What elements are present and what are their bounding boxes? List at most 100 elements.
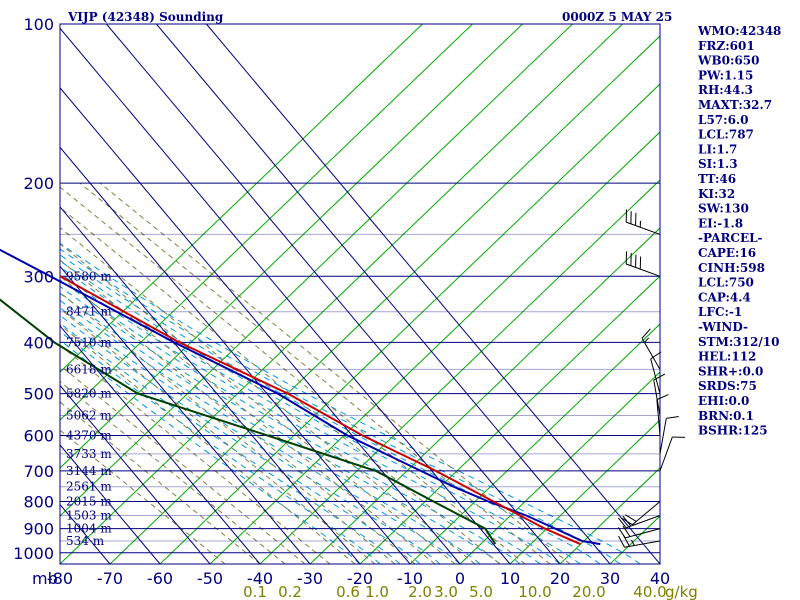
- pressure-unit-label: mb: [32, 569, 58, 588]
- temperature-tick-label: 0: [455, 569, 465, 588]
- isotherm-line: [60, 265, 311, 564]
- temperature-profile-line: [0, 248, 601, 546]
- height-label: 2561 m: [66, 480, 112, 494]
- mixing-ratio-line: [60, 364, 306, 564]
- wind-barb: [641, 328, 661, 370]
- mixing-ratio-label: 1.0: [365, 583, 389, 600]
- mixing-ratio-line: [60, 344, 331, 564]
- height-label: 3144 m: [66, 464, 112, 478]
- index-line: RH:44.3: [698, 83, 753, 97]
- dry-adiabat-line: [60, 24, 424, 373]
- wind-barb-staff: [626, 263, 661, 277]
- index-line: MAXT:32.7: [698, 98, 772, 112]
- index-line: PW:1.15: [698, 68, 753, 82]
- wind-barbs: [617, 209, 685, 548]
- dry-adiabat-line: [259, 179, 660, 564]
- isotherm-line: [60, 325, 261, 564]
- wind-barb-staff: [656, 399, 661, 436]
- wind-barb-flag: [666, 416, 679, 419]
- wind-barb-flag: [618, 535, 625, 548]
- dry-adiabat-line: [60, 24, 574, 517]
- isotherm-line: [60, 27, 511, 564]
- wind-barb-flag: [625, 514, 637, 522]
- index-line: LI:1.7: [698, 142, 737, 156]
- isotherm-line: [156, 24, 611, 564]
- wind-barb-staff: [659, 418, 667, 454]
- height-label: 1004 m: [66, 522, 112, 536]
- mixing-ratio-label: 0.1: [243, 583, 267, 600]
- index-line: STM:312/10: [698, 335, 779, 349]
- grid-clipped: [0, 24, 660, 564]
- isotherm-line: [60, 563, 61, 564]
- dry-adiabat-line: [60, 24, 624, 564]
- index-line: -PARCEL-: [698, 231, 763, 245]
- wind-barb-flag: [650, 351, 662, 360]
- mixing-ratio-line: [60, 324, 356, 564]
- wind-barb-flag: [617, 517, 627, 529]
- height-label: 5062 m: [66, 409, 112, 423]
- wind-barb-flag: [656, 394, 669, 401]
- parcel-profile-line: [59, 275, 581, 546]
- mixing-ratio-label: 3.0: [434, 583, 458, 600]
- mixing-ratio-line: [60, 275, 416, 564]
- wind-barb-flag: [622, 525, 631, 537]
- index-panel: WMO:42348FRZ:601WB0:650PW:1.15RH:44.3MAX…: [697, 24, 781, 438]
- index-line: CAPE:16: [698, 246, 756, 260]
- mixing-ratio-line: [60, 186, 526, 564]
- temperature-tick-label: 20: [550, 569, 570, 588]
- dry-adiabat-line: [209, 131, 660, 564]
- index-line: TT:46: [698, 172, 736, 186]
- mixing-ratio-label: 0.2: [278, 583, 302, 600]
- wind-barb: [617, 515, 661, 529]
- isotherm-line: [0, 24, 10, 564]
- wind-barb-half-flag: [644, 337, 650, 343]
- plot-frame: [59, 23, 661, 565]
- index-line: FRZ:601: [698, 39, 755, 53]
- isotherm-line: [206, 24, 660, 564]
- temperature-tick-label: -60: [147, 569, 173, 588]
- index-line: CINH:598: [698, 261, 765, 275]
- mixing-ratio-unit: g/kg: [665, 583, 698, 600]
- index-line: LCL:750: [698, 276, 754, 290]
- chart-title: VIJP (42348) Sounding: [67, 10, 224, 24]
- wind-barb-staff: [624, 540, 661, 548]
- index-line: BSHR:125: [698, 424, 768, 438]
- index-line: EI:-1.8: [698, 216, 743, 230]
- mixing-ratio-line: [60, 206, 501, 564]
- mixing-ratio-line: [60, 227, 476, 564]
- index-line: SW:130: [698, 202, 749, 216]
- dry-adiabat-line: [309, 227, 660, 564]
- wind-barb-flag: [653, 373, 666, 381]
- temperature-tick-label: -20: [347, 569, 373, 588]
- chart-grid: [0, 23, 661, 565]
- dry-adiabat-line: [109, 35, 660, 564]
- wind-barb: [625, 251, 661, 277]
- pressure-tick-label: 600: [23, 426, 54, 445]
- mixing-ratio-line: [60, 308, 376, 564]
- mixing-ratio-line: [79, 182, 551, 564]
- isotherm-line: [60, 87, 461, 564]
- wind-barb-staff: [625, 528, 661, 539]
- pressure-tick-label: 700: [23, 462, 54, 481]
- mixing-ratio-label: 20.0: [572, 583, 605, 600]
- temperature-tick-label: -80: [47, 569, 73, 588]
- wind-barb-staff: [653, 379, 661, 416]
- chart-time: 0000Z 5 MAY 25: [562, 10, 672, 24]
- index-line: L57:6.0: [698, 113, 748, 127]
- index-line: HEL:112: [698, 350, 756, 364]
- mixing-ratio-label: 10.0: [518, 583, 551, 600]
- wind-barb-staff: [626, 221, 661, 235]
- wind-barb: [659, 416, 679, 454]
- dry-adiabat-line: [60, 24, 474, 421]
- height-label: 8471 m: [66, 305, 112, 319]
- mixing-ratio-label: 0.6: [336, 583, 360, 600]
- pressure-tick-label: 100: [23, 15, 54, 34]
- index-line: LFC:-1: [698, 305, 742, 319]
- height-label: 5820 m: [66, 387, 112, 401]
- pressure-tick-label: 300: [23, 267, 54, 286]
- index-line: SRDS:75: [698, 379, 757, 393]
- index-line: BRN:0.1: [698, 409, 754, 423]
- dry-adiabat-line: [459, 371, 660, 564]
- temperature-tick-label: -30: [297, 569, 323, 588]
